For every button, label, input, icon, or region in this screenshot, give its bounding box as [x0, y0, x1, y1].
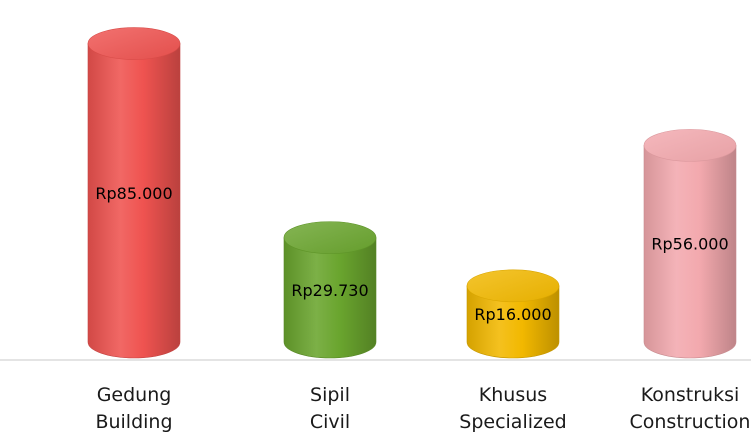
- bar-2: [283, 221, 377, 359]
- bar-top-3: [466, 269, 560, 303]
- category-label-line: Konstruksi: [641, 384, 740, 406]
- category-label-3: Khusus Specialized: [459, 384, 566, 433]
- data-label-2: Rp29.730: [291, 281, 368, 300]
- data-label-1: Rp85.000: [95, 184, 172, 203]
- category-label-2: Sipil Civil: [310, 384, 350, 433]
- category-label-line: Construction: [630, 411, 751, 433]
- bar-top-2: [283, 221, 377, 254]
- bars-layer: [87, 27, 737, 359]
- category-label-line: Building: [95, 411, 172, 433]
- category-label-line: Khusus: [479, 384, 547, 406]
- bar-body-2: [283, 237, 377, 359]
- category-label-line: Gedung: [97, 384, 172, 406]
- category-label-1: Gedung Building: [95, 384, 172, 433]
- bar-3: [466, 269, 560, 359]
- category-labels-layer: Gedung Building Sipil Civil Khusus Specialize…: [95, 384, 750, 433]
- category-label-line: Sipil: [310, 384, 350, 406]
- bar-1: [87, 27, 181, 359]
- bar-body-1: [87, 43, 181, 359]
- category-label-line: Specialized: [459, 411, 566, 433]
- data-labels-layer: Rp85.000 Rp29.730 Rp16.000 Rp56.000: [95, 184, 728, 324]
- bar-4: [643, 129, 737, 359]
- bar-top-1: [87, 27, 181, 60]
- data-label-3: Rp16.000: [474, 305, 551, 324]
- data-label-4: Rp56.000: [651, 235, 728, 254]
- bar-body-3: [466, 285, 560, 359]
- category-label-4: Konstruksi Construction: [630, 384, 751, 433]
- category-label-line: Civil: [310, 411, 350, 433]
- bar-top-4: [643, 129, 737, 162]
- bar-body-4: [643, 145, 737, 359]
